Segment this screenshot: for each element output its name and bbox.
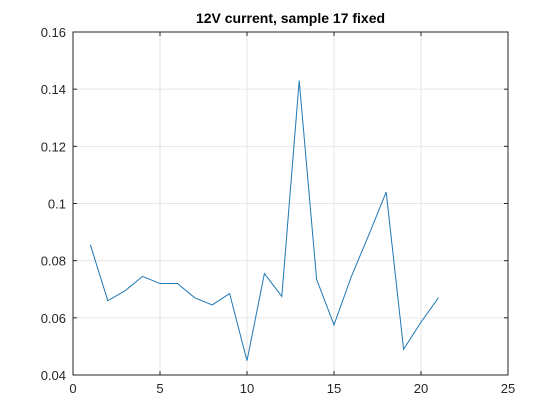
- grid: [73, 32, 508, 375]
- ticks: 0 5 10 15 20 25 0.04 0.06 0.08 0.1 0.12 0.14 0.16: [41, 25, 516, 396]
- x-tick-label: 20: [414, 381, 428, 396]
- y-tick-label: 0.12: [41, 139, 66, 154]
- x-tick-label: 5: [156, 381, 163, 396]
- x-tick-label: 0: [69, 381, 76, 396]
- chart-title: 12V current, sample 17 fixed: [196, 10, 385, 26]
- y-tick-label: 0.1: [48, 197, 66, 212]
- x-tick-label: 10: [240, 381, 254, 396]
- y-tick-label: 0.14: [41, 82, 66, 97]
- y-tick-label: 0.16: [41, 25, 66, 40]
- series-line: [89, 80, 439, 361]
- x-tick-label: 15: [327, 381, 341, 396]
- x-tick-label: 25: [501, 381, 515, 396]
- y-tick-label: 0.04: [41, 368, 66, 383]
- series-group: [89, 80, 439, 361]
- y-tick-label: 0.08: [41, 254, 66, 269]
- y-tick-label: 0.06: [41, 311, 66, 326]
